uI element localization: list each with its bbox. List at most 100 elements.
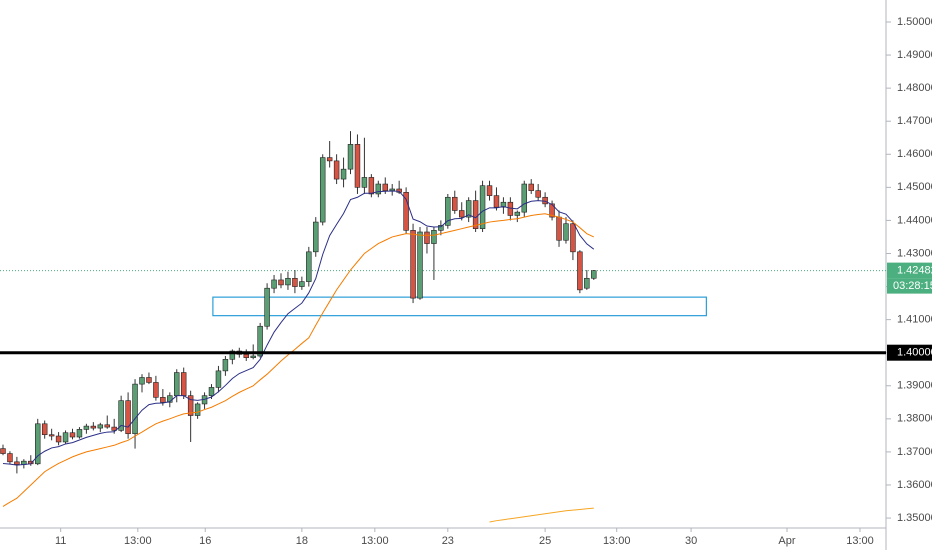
x-tick-label: 18 [296,535,308,547]
candle-body [55,435,62,443]
x-tick-label: 13:00 [603,535,631,547]
candle-body [319,157,326,223]
candle-body [410,230,416,299]
candle-body [264,287,270,327]
candle-body [431,230,437,244]
candle-body [132,383,138,435]
candle-body [354,144,361,188]
y-tick-label: 1.49000 [897,49,932,61]
x-tick-label: 23 [442,535,454,547]
candle-body [90,425,97,429]
candle-body [403,192,409,231]
x-tick-label: 16 [199,535,211,547]
y-tick-label: 1.36000 [897,479,932,491]
countdown-label: 03:28:15 [893,280,932,292]
candle-body [229,350,236,360]
candle-body [125,400,131,435]
y-tick-label: 1.46000 [897,148,932,160]
candle-body [424,231,430,244]
candle-body [0,448,6,454]
candle-body [479,185,486,229]
candle-body [347,144,354,170]
candle-body [493,195,500,208]
x-tick-label: 13:00 [846,535,874,547]
y-tick-label: 1.44000 [897,214,932,226]
candle-body [215,370,222,388]
candle-body [445,196,451,226]
x-tick-label: Apr [778,535,795,547]
y-tick-label: 1.47000 [897,115,932,127]
candle-body [313,221,319,253]
y-tick-label: 1.50000 [897,16,932,28]
x-tick-label: 13:00 [361,535,389,547]
candle-body [584,277,590,289]
moving-average [489,507,594,523]
x-tick-label: 30 [685,535,697,547]
candle-body [243,354,249,358]
candle-body [340,168,347,180]
candle-body [187,395,194,416]
x-tick-label: 25 [539,535,551,547]
candle-body [389,188,395,191]
last-price-label: 1.42482 [897,265,932,277]
y-tick-label: 1.38000 [897,413,932,425]
candle-body [153,382,159,398]
candle-body [458,210,465,218]
candle-body [535,190,541,198]
candle-body [417,231,423,299]
candle-body [396,188,402,193]
candle-body [104,424,110,428]
candle-body [556,216,562,241]
last-price-box [887,262,932,279]
candle-body [472,200,479,229]
candle-body [333,160,340,180]
candle-body [577,251,583,291]
candle-body [486,185,493,196]
candle-body [208,387,215,396]
moving-average [2,190,595,466]
countdown-box [887,278,932,294]
y-tick-label: 1.41000 [897,314,932,326]
candle-body [97,424,104,429]
candle-body [306,251,312,282]
candle-body [591,270,597,279]
candle-body [563,223,569,241]
candle-body [250,355,256,358]
candle-body [139,377,145,385]
level-label-box [887,344,932,361]
candle-body [180,372,187,396]
candle-body [292,277,298,287]
candle-body [528,183,534,191]
candle-body [69,432,76,438]
candle-body [549,203,555,218]
candle-body [62,432,69,443]
candle-body [174,372,180,396]
candle-body [326,157,333,162]
y-tick-label: 1.48000 [897,82,932,94]
candle-body [361,177,368,188]
level-label: 1.40000 [897,347,932,359]
candle-body [146,377,152,383]
candle-body [368,177,375,195]
candle-body [257,325,263,357]
candle-body [521,183,528,213]
candle-body [83,425,90,430]
candle-body [570,223,576,253]
candle-body [48,434,55,437]
candle-body [500,201,507,208]
y-tick-label: 1.35000 [897,512,932,524]
y-tick-label: 1.45000 [897,181,932,193]
candle-body [438,225,444,231]
candle-body [118,400,124,431]
candle-body [299,281,305,287]
candle-body [222,359,229,372]
candle-body [271,279,277,289]
candle-body [14,461,20,465]
y-tick-label: 1.43000 [897,247,932,259]
candle-body [7,453,13,463]
candle-body [278,279,284,286]
candle-body [35,423,41,465]
y-tick-label: 1.37000 [897,446,932,458]
